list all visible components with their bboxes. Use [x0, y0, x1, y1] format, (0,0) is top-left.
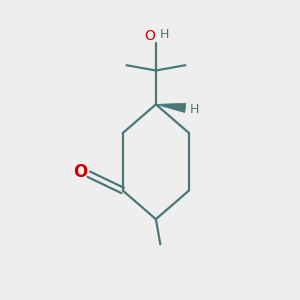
Text: H: H: [159, 28, 169, 41]
Text: O: O: [74, 163, 88, 181]
Text: H: H: [190, 103, 199, 116]
Text: O: O: [144, 29, 155, 43]
Polygon shape: [156, 103, 186, 112]
